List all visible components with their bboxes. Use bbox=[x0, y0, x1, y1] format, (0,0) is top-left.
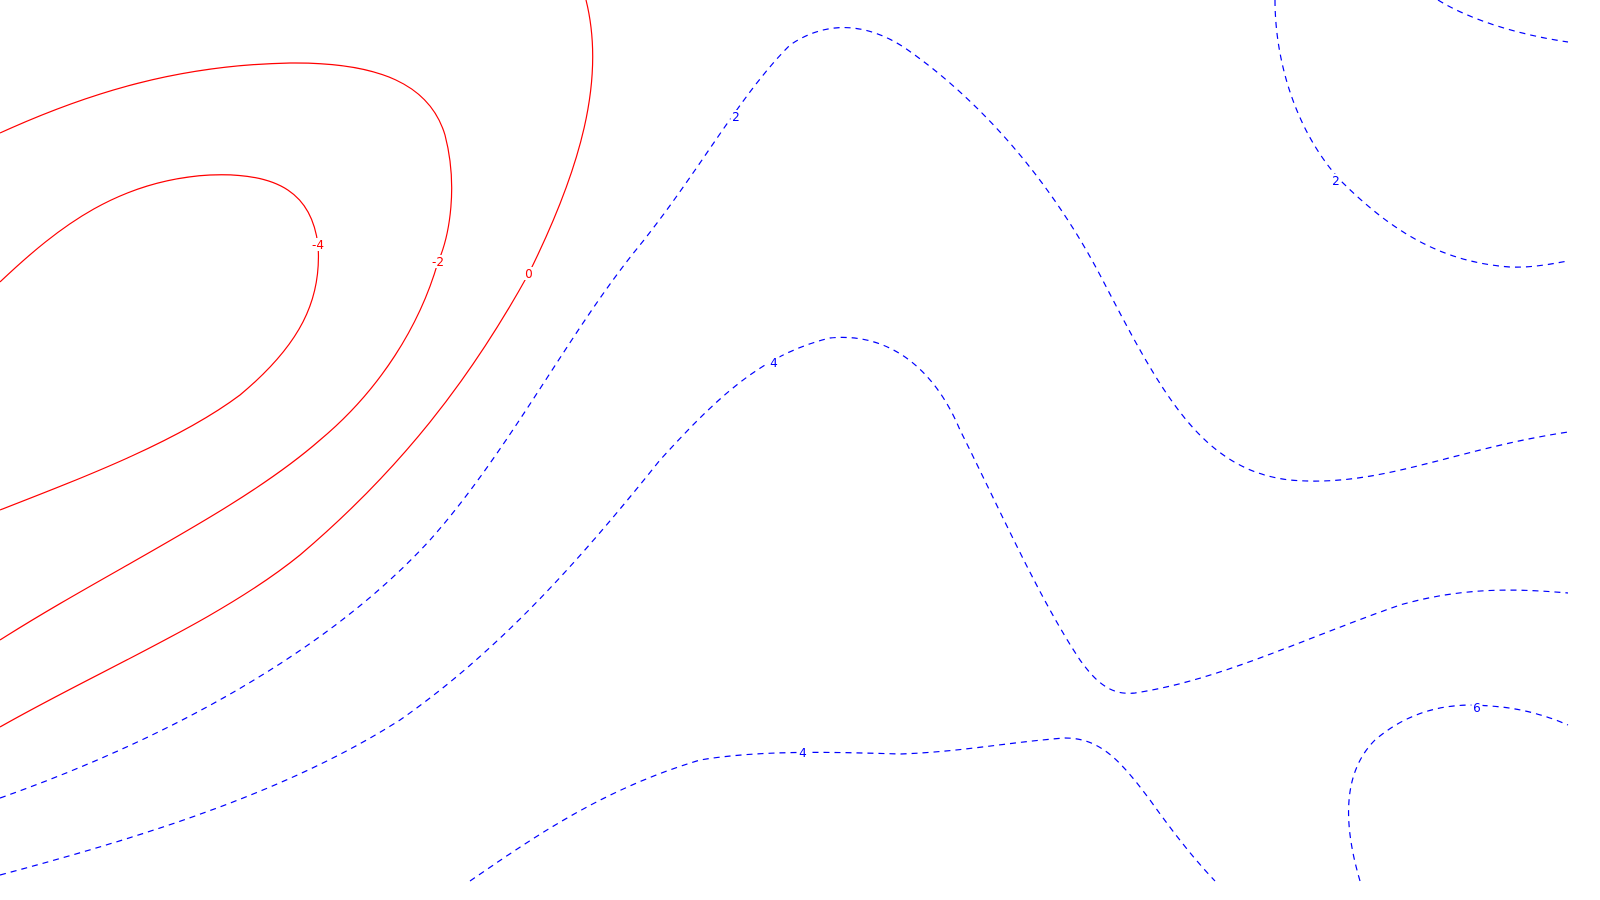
contour-labels: -4 -2 0 2 2 4 4 6 bbox=[309, 110, 1483, 760]
contour-line-2-5 bbox=[1437, 0, 1569, 43]
contour-label-bg bbox=[1471, 701, 1483, 714]
contour-label-bg bbox=[309, 238, 327, 251]
contour-label: 6 bbox=[1473, 701, 1481, 715]
contour-label: 2 bbox=[732, 110, 740, 124]
contour-label: -2 bbox=[432, 255, 444, 269]
contour-line-2-3 bbox=[0, 27, 1569, 799]
contour-label-bg bbox=[523, 267, 535, 280]
contour-line-4-6 bbox=[0, 336, 1569, 876]
contour-label: -4 bbox=[312, 238, 324, 252]
contour-label: 4 bbox=[770, 356, 778, 370]
contour-line-2-4 bbox=[1274, 0, 1569, 268]
contour-label-bg bbox=[730, 110, 742, 123]
contour-lines bbox=[0, 0, 1569, 882]
contour-label-bg bbox=[1330, 174, 1342, 187]
contour-label: 0 bbox=[525, 267, 533, 281]
contour-label-bg bbox=[429, 255, 447, 268]
contour-label: 2 bbox=[1332, 174, 1340, 188]
contour-line-neg2-1 bbox=[0, 62, 453, 641]
contour-line-6-8 bbox=[1347, 704, 1569, 882]
contour-label-bg bbox=[768, 356, 780, 369]
contour-line-0-2 bbox=[0, 0, 594, 728]
contour-label: 4 bbox=[799, 746, 807, 760]
contour-label-bg bbox=[797, 746, 809, 759]
